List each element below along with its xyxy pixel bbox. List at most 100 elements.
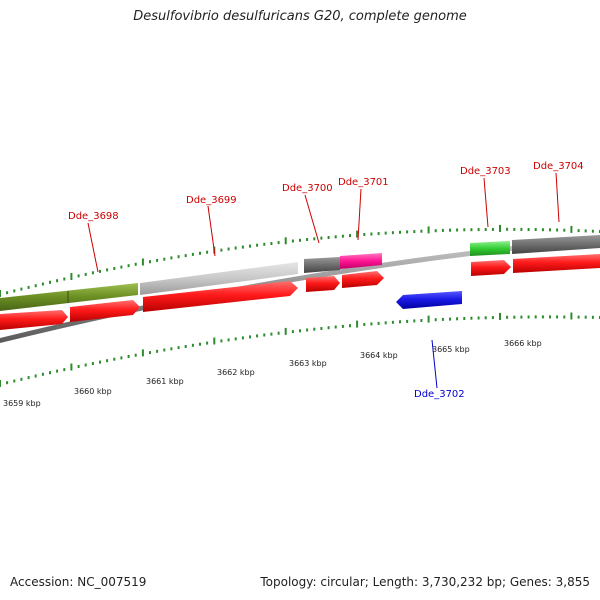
minor-tick [91, 362, 94, 365]
minor-tick [270, 242, 273, 245]
minor-tick [449, 228, 451, 232]
minor-tick [463, 317, 466, 320]
minor-tick [241, 336, 244, 340]
cds-arrow-dde-3701 [342, 271, 384, 288]
minor-tick [377, 232, 380, 236]
major-tick [0, 380, 1, 387]
minor-tick [391, 231, 394, 235]
major-tick [284, 327, 287, 335]
minor-tick [227, 338, 230, 342]
minor-tick [391, 320, 394, 324]
gene-leader-dde-3703 [483, 177, 489, 228]
minor-tick [563, 315, 566, 319]
minor-tick [306, 238, 309, 241]
minor-tick [263, 242, 266, 246]
minor-tick [341, 234, 344, 238]
minor-tick [277, 331, 280, 335]
minor-tick [291, 330, 294, 334]
minor-tick [63, 368, 66, 372]
gene-leader-dde-3698 [87, 222, 99, 273]
minor-tick [170, 256, 173, 260]
map-title: Desulfovibrio desulfuricans G20, complet… [133, 9, 467, 24]
minor-tick [56, 279, 59, 283]
minor-tick [520, 227, 523, 231]
minor-tick [191, 343, 194, 347]
minor-tick [577, 315, 580, 319]
minor-tick [577, 229, 580, 233]
minor-tick [249, 335, 251, 339]
minor-tick [270, 332, 273, 336]
minor-tick [384, 231, 387, 235]
minor-tick [527, 315, 530, 319]
minor-tick [77, 274, 80, 278]
minor-tick [363, 233, 366, 236]
minor-tick [320, 236, 323, 240]
cds-arrow-dde-3698-b [70, 300, 140, 322]
minor-tick [434, 318, 437, 322]
minor-tick [91, 271, 94, 275]
minor-tick [334, 325, 337, 329]
gene-label-dde-3698[interactable]: Dde_3698 [68, 211, 119, 222]
minor-tick [106, 359, 109, 363]
feature-bar-dark-gray [304, 257, 340, 273]
minor-tick [327, 326, 330, 330]
minor-tick [556, 315, 559, 319]
feature-bar-magenta [340, 253, 382, 269]
minor-tick [313, 237, 316, 241]
minor-tick [27, 376, 30, 380]
minor-tick [470, 228, 473, 232]
minor-tick [134, 262, 137, 266]
minor-tick [591, 315, 594, 319]
cds-arrow-dde-3699 [143, 281, 298, 312]
minor-tick [327, 236, 330, 239]
minor-tick [234, 337, 237, 341]
minor-tick [41, 372, 44, 376]
minor-tick [99, 360, 101, 364]
minor-tick [256, 243, 259, 247]
minor-tick [506, 315, 509, 319]
minor-tick [563, 228, 566, 232]
gene-label-dde-3702[interactable]: Dde_3702 [414, 389, 465, 400]
gene-label-dde-3700[interactable]: Dde_3700 [282, 183, 333, 194]
minor-tick [156, 258, 159, 262]
minor-tick [413, 230, 416, 234]
minor-tick [120, 265, 123, 269]
minor-tick [206, 341, 209, 345]
minor-tick [320, 327, 323, 330]
cds-arrow-dde-3698-a [0, 310, 68, 330]
minor-tick [234, 246, 237, 250]
minor-tick [163, 257, 166, 261]
minor-tick [56, 369, 59, 373]
minor-tick [49, 280, 51, 284]
minor-tick [349, 234, 351, 238]
minor-tick [249, 244, 251, 248]
minor-tick [6, 291, 9, 295]
major-tick [70, 363, 73, 371]
scale-label: 3662 kbp [217, 368, 255, 377]
cds-arrow-dde-3700 [306, 276, 340, 292]
minor-tick [456, 228, 459, 232]
minor-tick [170, 347, 173, 351]
minor-tick [63, 277, 66, 281]
minor-tick [534, 315, 537, 319]
cds-arrow-dde-3702 [396, 291, 462, 309]
major-tick [356, 320, 359, 328]
gene-label-dde-3703[interactable]: Dde_3703 [460, 166, 511, 177]
minor-tick [584, 229, 587, 233]
gene-leader-dde-3699 [207, 205, 216, 257]
major-tick [141, 258, 144, 266]
gene-label-dde-3704[interactable]: Dde_3704 [533, 161, 584, 172]
minor-tick [27, 285, 30, 289]
gene-label-dde-3701[interactable]: Dde_3701 [338, 177, 389, 188]
gene-label-dde-3699[interactable]: Dde_3699 [186, 195, 237, 206]
minor-tick [513, 315, 516, 319]
major-tick [0, 290, 1, 297]
gene-leader-dde-3700 [304, 194, 320, 244]
minor-tick [299, 238, 301, 242]
minor-tick [149, 260, 151, 264]
gene-leader-dde-3701 [357, 188, 362, 241]
minor-tick [277, 241, 280, 245]
minor-tick [306, 328, 309, 332]
minor-tick [6, 381, 9, 385]
